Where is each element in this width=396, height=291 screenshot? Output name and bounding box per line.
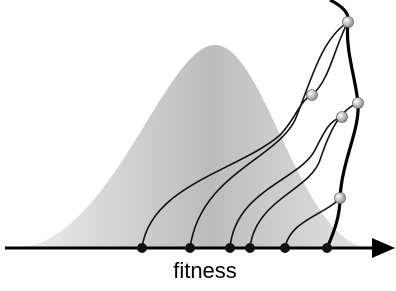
- diagram: fitness: [0, 0, 396, 291]
- axis-arrow: [372, 238, 395, 258]
- axis-label: fitness: [173, 258, 237, 283]
- ancestors: [307, 17, 364, 204]
